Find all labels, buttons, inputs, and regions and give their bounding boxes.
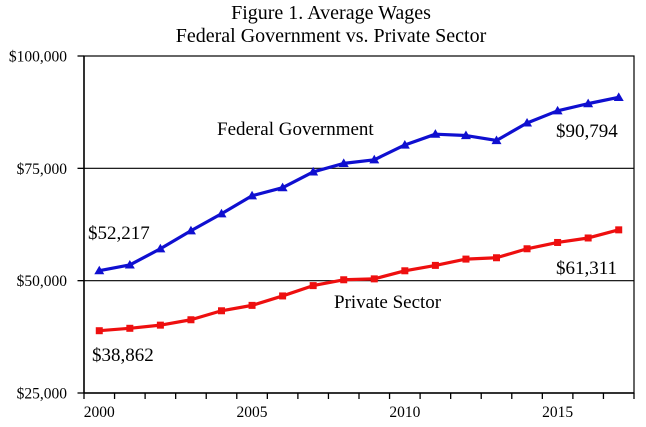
private-end-value-label: $61,311: [556, 258, 618, 279]
data-marker-triangle: [247, 190, 258, 200]
data-marker-square: [248, 301, 256, 309]
series-line-federal-government: [97, 95, 621, 273]
y-axis-tick-label: $100,000: [9, 49, 67, 66]
data-marker-square: [431, 261, 439, 269]
plot-border: [83, 55, 635, 394]
y-axis-tick-label: $50,000: [17, 273, 68, 290]
data-marker-square: [126, 324, 134, 332]
x-axis-tick-label: 2000: [84, 404, 115, 421]
data-marker-square: [523, 245, 531, 253]
x-axis-tick-label: 2005: [237, 404, 268, 421]
federal-series-label: Federal Government: [217, 119, 374, 140]
federal-end-value-label: $90,794: [556, 121, 618, 142]
data-marker-square: [462, 255, 470, 263]
federal-start-value-label: $52,217: [88, 223, 150, 244]
data-marker-square: [218, 307, 225, 315]
chart-title: Figure 1. Average Wages: [231, 2, 431, 24]
data-marker-triangle: [460, 130, 471, 140]
y-axis-tick-label: $25,000: [17, 386, 68, 403]
private-start-value-label: $38,862: [92, 345, 154, 366]
x-axis-tick-label: 2010: [389, 404, 420, 421]
data-marker-triangle: [338, 158, 349, 167]
data-marker-square: [340, 276, 348, 284]
data-marker-triangle: [369, 154, 380, 164]
data-marker-square: [584, 234, 592, 242]
data-marker-triangle: [94, 265, 105, 275]
data-marker-square: [156, 321, 164, 329]
data-marker-square: [401, 267, 409, 275]
data-marker-square: [309, 282, 317, 290]
data-marker-triangle: [277, 182, 288, 192]
data-marker-square: [493, 254, 500, 262]
data-marker-triangle: [613, 92, 624, 101]
data-marker-square: [615, 226, 623, 234]
data-marker-triangle: [491, 135, 502, 145]
data-marker-triangle: [308, 166, 319, 176]
data-marker-triangle: [124, 259, 135, 269]
data-marker-square: [187, 316, 195, 324]
data-marker-triangle: [583, 98, 594, 108]
data-marker-triangle: [185, 225, 196, 235]
y-axis-tick-label: $75,000: [17, 161, 68, 178]
chart-subtitle: Federal Government vs. Private Sector: [175, 25, 487, 47]
data-marker-triangle: [430, 129, 441, 138]
data-marker-square: [554, 238, 562, 246]
x-axis-tick-label: 2015: [542, 404, 573, 421]
data-marker-square: [370, 275, 378, 283]
data-marker-square: [95, 327, 103, 335]
private-series-label: Private Sector: [334, 292, 442, 313]
data-marker-triangle: [522, 117, 533, 127]
data-marker-triangle: [552, 105, 563, 115]
data-marker-triangle: [216, 208, 227, 218]
data-marker-triangle: [399, 139, 410, 149]
chart-title-block: Figure 1. Average Wages Federal Governme…: [8, 2, 646, 48]
data-marker-square: [279, 292, 287, 300]
series-line-private-sector: [97, 228, 621, 333]
data-marker-triangle: [155, 243, 166, 253]
